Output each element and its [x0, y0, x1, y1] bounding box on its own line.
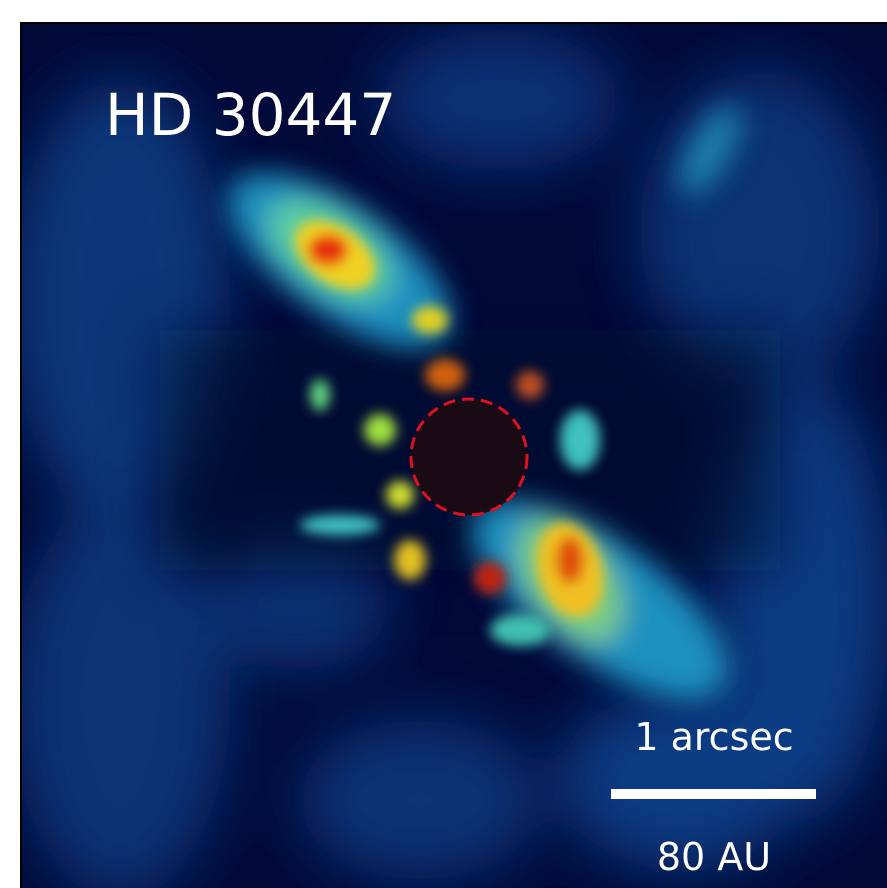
scale-bar [611, 789, 816, 799]
page: HD 30447 1 arcsec 80 AU (() => { const d… [0, 0, 887, 888]
scale-label-angular: 1 arcsec [634, 715, 793, 759]
scale-label-physical: 80 AU [657, 835, 771, 879]
figure: HD 30447 1 arcsec 80 AU [0, 0, 887, 888]
target-name: HD 30447 [105, 81, 396, 149]
